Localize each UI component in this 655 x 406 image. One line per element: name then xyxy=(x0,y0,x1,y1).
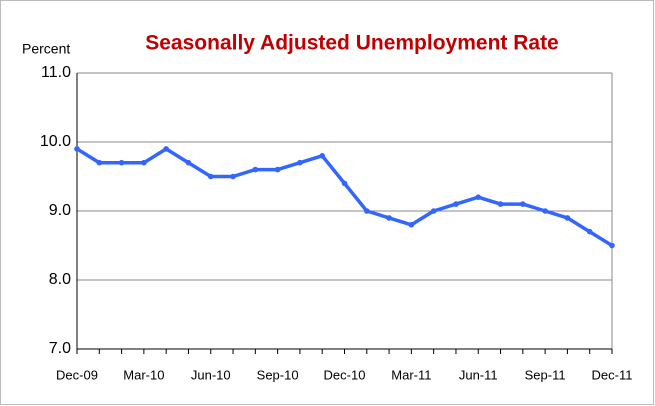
x-tick-label: Sep-11 xyxy=(525,367,566,382)
data-point xyxy=(341,180,348,187)
x-tick-label: Sep-10 xyxy=(257,367,299,382)
data-point xyxy=(274,166,281,173)
y-tick-label: 10.0 xyxy=(40,133,71,150)
data-point xyxy=(430,208,437,214)
x-tick-label: Jun-10 xyxy=(191,367,231,382)
y-tick-label: 7.0 xyxy=(49,340,71,357)
x-tick-label: Dec-11 xyxy=(592,367,633,382)
x-tick-label: Dec-10 xyxy=(324,367,366,382)
data-point xyxy=(497,201,504,207)
data-point xyxy=(297,159,303,166)
y-axis-label: Percent xyxy=(22,41,70,57)
chart-title: Seasonally Adjusted Unemployment Rate xyxy=(145,32,559,55)
data-point xyxy=(408,222,415,228)
data-point xyxy=(207,173,214,180)
data-point xyxy=(586,228,593,235)
y-tick-label: 9.0 xyxy=(49,202,71,219)
data-point xyxy=(542,208,548,214)
x-tick-label: Mar-10 xyxy=(123,367,164,382)
data-point xyxy=(74,146,80,152)
x-tick-label: Mar-11 xyxy=(391,367,431,382)
data-point xyxy=(475,194,482,200)
data-point xyxy=(363,208,370,214)
data-point xyxy=(141,159,147,166)
data-point xyxy=(609,242,615,249)
x-tick-label: Jun-11 xyxy=(459,367,498,382)
data-point xyxy=(96,159,103,166)
data-point xyxy=(185,159,192,166)
data-point xyxy=(453,201,459,207)
data-point xyxy=(230,173,236,180)
data-point xyxy=(520,201,526,207)
data-point xyxy=(319,153,326,159)
data-point xyxy=(118,159,125,166)
y-tick-label: 11.0 xyxy=(41,64,71,81)
data-point xyxy=(386,215,392,221)
y-tick-label: 8.0 xyxy=(49,271,71,288)
data-point xyxy=(564,215,571,221)
x-tick-label: Dec-09 xyxy=(56,367,98,382)
data-point xyxy=(163,146,169,152)
data-point xyxy=(252,166,259,173)
